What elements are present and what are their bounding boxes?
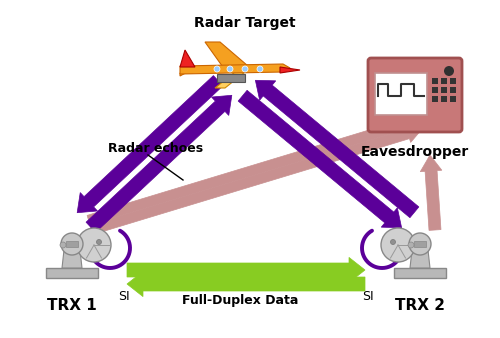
Circle shape bbox=[77, 228, 111, 262]
Polygon shape bbox=[215, 68, 255, 88]
Text: Radar echoes: Radar echoes bbox=[108, 142, 203, 154]
Bar bbox=[375, 73, 427, 115]
Bar bbox=[441, 78, 447, 84]
Polygon shape bbox=[256, 80, 419, 218]
Circle shape bbox=[408, 242, 414, 248]
Polygon shape bbox=[87, 116, 420, 225]
Circle shape bbox=[96, 240, 102, 244]
Polygon shape bbox=[127, 258, 365, 283]
Bar bbox=[450, 87, 456, 93]
Bar bbox=[46, 268, 98, 278]
Circle shape bbox=[409, 233, 431, 255]
Polygon shape bbox=[180, 64, 290, 74]
Bar bbox=[450, 96, 456, 102]
Circle shape bbox=[257, 66, 263, 72]
Bar bbox=[450, 78, 456, 84]
Polygon shape bbox=[62, 250, 82, 268]
Bar bbox=[217, 74, 245, 82]
Circle shape bbox=[242, 66, 248, 72]
Circle shape bbox=[381, 228, 415, 262]
Bar bbox=[394, 268, 446, 278]
Polygon shape bbox=[280, 67, 300, 73]
Text: Full-Duplex Data: Full-Duplex Data bbox=[182, 294, 298, 307]
Polygon shape bbox=[205, 42, 255, 72]
Polygon shape bbox=[86, 95, 232, 233]
Polygon shape bbox=[180, 69, 193, 76]
Bar bbox=[432, 96, 438, 102]
Text: Radar Target: Radar Target bbox=[194, 16, 296, 30]
Bar bbox=[432, 87, 438, 93]
Circle shape bbox=[60, 242, 66, 248]
Circle shape bbox=[214, 66, 220, 72]
Polygon shape bbox=[420, 155, 442, 231]
Polygon shape bbox=[180, 50, 195, 67]
Bar bbox=[441, 87, 447, 93]
Circle shape bbox=[390, 240, 396, 244]
Bar bbox=[432, 78, 438, 84]
Polygon shape bbox=[90, 125, 422, 235]
Text: SI: SI bbox=[362, 290, 374, 303]
Bar bbox=[414, 241, 426, 247]
Text: TRX 2: TRX 2 bbox=[395, 298, 445, 313]
Bar bbox=[441, 96, 447, 102]
FancyBboxPatch shape bbox=[368, 58, 462, 132]
Circle shape bbox=[227, 66, 233, 72]
Polygon shape bbox=[410, 250, 430, 268]
Text: SI: SI bbox=[118, 290, 130, 303]
Text: Eavesdropper: Eavesdropper bbox=[361, 145, 469, 159]
Circle shape bbox=[61, 233, 83, 255]
Polygon shape bbox=[77, 76, 223, 213]
Polygon shape bbox=[238, 90, 402, 228]
Circle shape bbox=[444, 66, 454, 76]
Text: TRX 1: TRX 1 bbox=[47, 298, 97, 313]
Polygon shape bbox=[127, 271, 365, 297]
Bar bbox=[66, 241, 78, 247]
